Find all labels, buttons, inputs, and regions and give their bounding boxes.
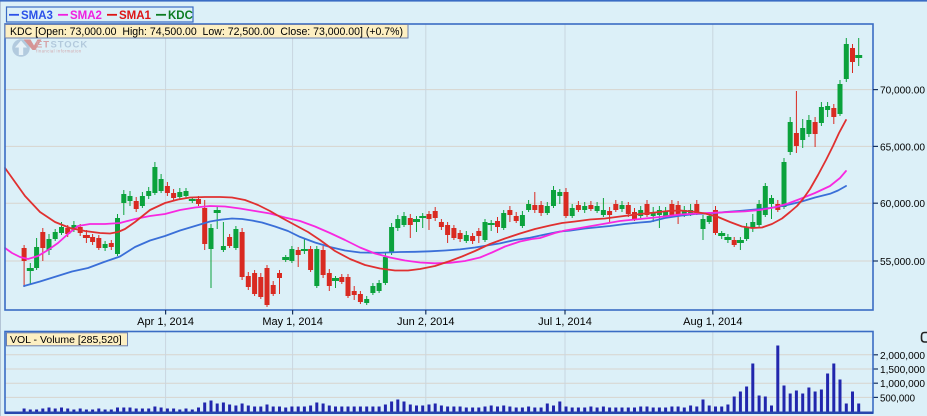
- svg-text:Apr 1, 2014: Apr 1, 2014: [137, 316, 194, 328]
- svg-text:1,000,000: 1,000,000: [880, 378, 925, 390]
- svg-text:2,000,000: 2,000,000: [880, 350, 925, 362]
- svg-text:financial information: financial information: [36, 49, 82, 54]
- svg-text:Jul 1, 2014: Jul 1, 2014: [538, 316, 592, 328]
- svg-text:65,000.00: 65,000.00: [880, 141, 925, 153]
- svg-text:55,000.00: 55,000.00: [880, 256, 925, 268]
- svg-text:SMA3: SMA3: [21, 10, 53, 22]
- svg-text:KDC [Open: 73,000.00 High: 74: KDC [Open: 73,000.00 High: 74,500.00 Low…: [10, 26, 403, 38]
- svg-text:Jun 2, 2014: Jun 2, 2014: [397, 316, 455, 328]
- svg-text:VOL - Volume [285,520]: VOL - Volume [285,520]: [10, 334, 122, 346]
- svg-text:60,000.00: 60,000.00: [880, 198, 925, 210]
- svg-text:May 1, 2014: May 1, 2014: [262, 316, 323, 328]
- svg-text:1,500,000: 1,500,000: [880, 364, 925, 376]
- svg-text:KDC: KDC: [168, 10, 193, 22]
- svg-text:ET: ET: [36, 40, 50, 51]
- svg-text:500,000: 500,000: [880, 392, 915, 404]
- svg-text:Aug 1, 2014: Aug 1, 2014: [683, 316, 742, 328]
- svg-text:SMA2: SMA2: [70, 10, 102, 22]
- svg-text:STOCK: STOCK: [51, 40, 89, 51]
- svg-text:70,000.00: 70,000.00: [880, 85, 925, 97]
- svg-text:SMA1: SMA1: [119, 10, 152, 22]
